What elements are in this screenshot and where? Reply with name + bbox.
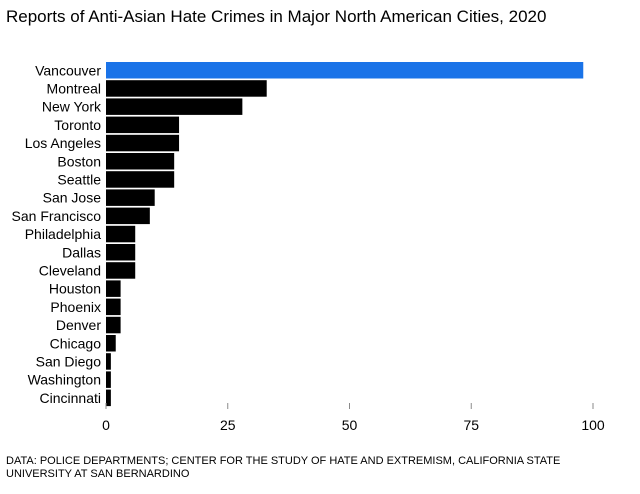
- category-label: Cincinnati: [40, 390, 101, 406]
- category-label: Toronto: [54, 117, 101, 133]
- bar-los-angeles: [106, 134, 180, 152]
- bars: [106, 62, 584, 407]
- bar-cincinnati: [106, 389, 111, 407]
- x-axis-ticks: 0 25 50 75 100: [102, 403, 605, 433]
- bar-cleveland: [106, 262, 136, 279]
- category-label: Seattle: [57, 171, 101, 187]
- bar-montreal: [106, 80, 267, 97]
- category-label: Philadelphia: [25, 226, 101, 242]
- category-labels: Vancouver Montreal New York Toronto Los Ange…: [12, 62, 102, 406]
- category-label: San Jose: [43, 190, 102, 206]
- chart-title: Reports of Anti-Asian Hate Crimes in Maj…: [6, 7, 547, 26]
- bar-vancouver: [106, 62, 584, 79]
- category-label: San Francisco: [12, 208, 102, 224]
- category-label: New York: [42, 99, 102, 115]
- bar-philadelphia: [106, 225, 136, 243]
- bar-san-jose: [106, 189, 155, 206]
- bar-san-francisco: [106, 207, 150, 225]
- bar-houston: [106, 280, 121, 297]
- category-label: Boston: [57, 153, 101, 169]
- x-tick-label: 75: [463, 417, 479, 433]
- category-label: Houston: [49, 281, 101, 297]
- source-note: DATA: POLICE DEPARTMENTS; CENTER FOR THE…: [6, 455, 561, 480]
- bar-washington: [106, 371, 111, 388]
- category-label: Denver: [56, 317, 101, 333]
- category-label: San Diego: [36, 353, 102, 369]
- category-label: Washington: [28, 372, 101, 388]
- x-tick-label: 0: [102, 417, 110, 433]
- category-label: Vancouver: [35, 62, 101, 78]
- bar-denver: [106, 316, 121, 334]
- bar-san-diego: [106, 353, 111, 370]
- category-label: Los Angeles: [25, 135, 101, 151]
- bar-chicago: [106, 335, 116, 352]
- category-label: Cleveland: [39, 262, 101, 278]
- bar-new-york: [106, 98, 243, 115]
- x-tick-label: 100: [581, 417, 605, 433]
- x-tick-label: 50: [342, 417, 358, 433]
- bar-phoenix: [106, 298, 121, 316]
- bar-toronto: [106, 116, 180, 134]
- category-label: Phoenix: [50, 299, 101, 315]
- category-label: Chicago: [50, 335, 102, 351]
- category-label: Montreal: [47, 80, 101, 96]
- category-label: Dallas: [62, 244, 101, 260]
- bar-boston: [106, 153, 175, 170]
- x-tick-label: 25: [220, 417, 236, 433]
- bar-dallas: [106, 244, 136, 261]
- bar-seattle: [106, 171, 175, 188]
- bar-chart: Vancouver Montreal New York Toronto Los Ange…: [12, 62, 605, 433]
